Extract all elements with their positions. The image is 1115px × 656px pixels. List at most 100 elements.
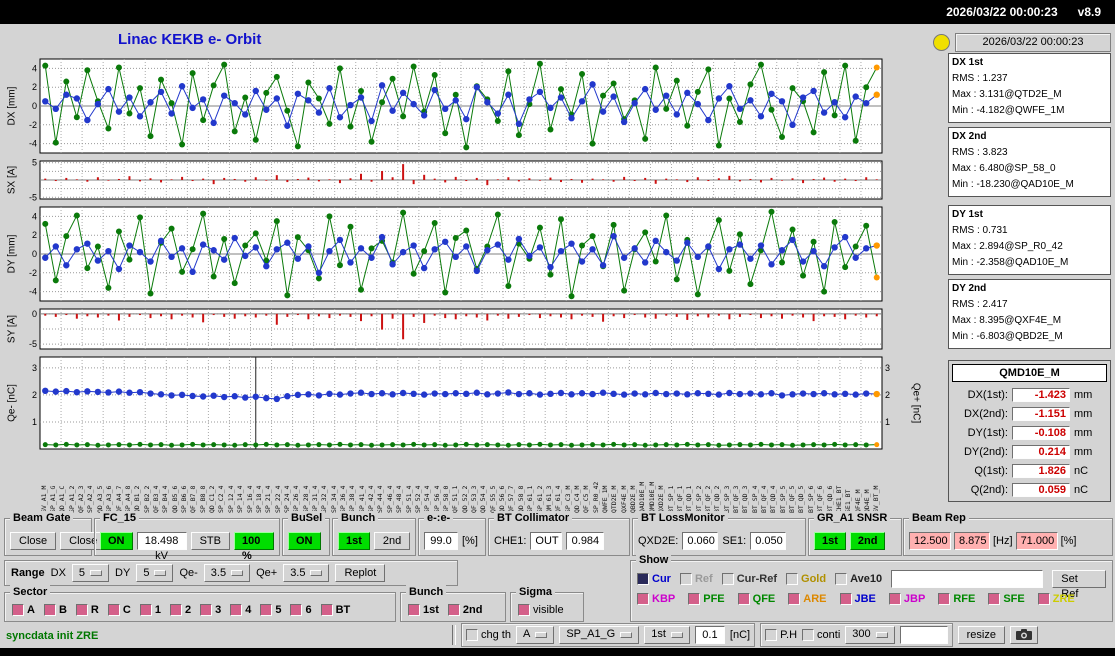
checkbox-square[interactable] bbox=[835, 573, 847, 585]
checkbox-label: C bbox=[123, 604, 131, 616]
set-ref-button[interactable]: Set Ref bbox=[1052, 570, 1106, 588]
x-axis-label: BT_QF_3 bbox=[733, 455, 740, 513]
replot-button[interactable]: Replot bbox=[335, 564, 385, 582]
checkbox-square[interactable] bbox=[765, 629, 777, 641]
resize-button[interactable]: resize bbox=[958, 626, 1005, 644]
checkbox-cur[interactable]: Cur bbox=[637, 573, 671, 585]
checkbox-square[interactable] bbox=[802, 629, 814, 641]
monitor-unit: mm bbox=[1074, 446, 1096, 458]
range-qem-select[interactable]: 3.5 bbox=[204, 564, 250, 582]
checkbox-sfe[interactable]: SFE bbox=[988, 593, 1024, 605]
monitor-value: 0.214 bbox=[1012, 445, 1070, 459]
dx-1st-stats: DX 1st RMS : 1.237 Max : 3.131@QTD2E_M M… bbox=[948, 53, 1111, 123]
ee-ratio-unit: [%] bbox=[462, 535, 478, 547]
checkbox-2[interactable]: 2 bbox=[170, 604, 191, 616]
checkbox-square[interactable] bbox=[637, 573, 649, 585]
checkbox-5[interactable]: 5 bbox=[260, 604, 281, 616]
checkbox-square[interactable] bbox=[108, 604, 120, 616]
checkbox-square[interactable] bbox=[518, 604, 530, 616]
x-axis-label: QM_61_3 bbox=[546, 455, 553, 513]
checkbox-rfe[interactable]: RFE bbox=[938, 593, 975, 605]
checkbox-cur-ref[interactable]: Cur-Ref bbox=[722, 573, 777, 585]
checkbox-square[interactable] bbox=[938, 593, 950, 605]
checkbox-pfe[interactable]: PFE bbox=[688, 593, 724, 605]
conti-checkbox[interactable]: conti bbox=[802, 629, 840, 641]
busel-on-indicator[interactable]: ON bbox=[288, 532, 321, 550]
checkbox-square[interactable] bbox=[680, 573, 692, 585]
range-dx-select[interactable]: 5 bbox=[72, 564, 109, 582]
checkbox-4[interactable]: 4 bbox=[230, 604, 251, 616]
checkbox-bt[interactable]: BT bbox=[321, 604, 351, 616]
checkbox-square[interactable] bbox=[637, 593, 649, 605]
monitor-row: DY(1st): -0.108 mm bbox=[952, 423, 1107, 442]
x-axis-label: BT_SP_3 bbox=[724, 455, 731, 513]
checkbox-square[interactable] bbox=[688, 593, 700, 605]
bunch-1st-button[interactable]: 1st bbox=[338, 532, 370, 550]
checkbox-square[interactable] bbox=[1038, 593, 1050, 605]
checkbox-square[interactable] bbox=[140, 604, 152, 616]
group-title: Bunch bbox=[406, 585, 446, 599]
checkbox-square[interactable] bbox=[321, 604, 333, 616]
sector-a-select[interactable]: A bbox=[516, 626, 554, 644]
range-label: Range bbox=[11, 567, 45, 579]
snsr-1st-indicator[interactable]: 1st bbox=[814, 532, 846, 550]
checkbox-b[interactable]: B bbox=[44, 604, 67, 616]
qe-plus-axis-title: Qe+ [nC] bbox=[911, 383, 922, 423]
checkbox-visible[interactable]: visible bbox=[518, 604, 564, 616]
checkbox-r[interactable]: R bbox=[76, 604, 99, 616]
checkbox-kbp[interactable]: KBP bbox=[637, 593, 675, 605]
checkbox-square[interactable] bbox=[889, 593, 901, 605]
data-timestamp: 2026/03/22 00:00:23 bbox=[955, 33, 1111, 52]
checkbox-jbe[interactable]: JBE bbox=[840, 593, 876, 605]
checkbox-1st[interactable]: 1st bbox=[408, 604, 439, 616]
checkbox-square[interactable] bbox=[786, 573, 798, 585]
bunch-2nd-button[interactable]: 2nd bbox=[374, 532, 410, 550]
checkbox-square[interactable] bbox=[722, 573, 734, 585]
checkbox-square[interactable] bbox=[260, 604, 272, 616]
checkbox-c[interactable]: C bbox=[108, 604, 131, 616]
chg-th-checkbox[interactable]: chg th bbox=[466, 629, 511, 641]
checkbox-1[interactable]: 1 bbox=[140, 604, 161, 616]
fc15-stb-button[interactable]: STB bbox=[191, 532, 230, 550]
fc15-on-indicator[interactable]: ON bbox=[100, 532, 133, 550]
extra-value-input[interactable] bbox=[900, 626, 948, 644]
snsr-2nd-indicator[interactable]: 2nd bbox=[850, 532, 886, 550]
checkbox-square[interactable] bbox=[788, 593, 800, 605]
checkbox-are[interactable]: ARE bbox=[788, 593, 826, 605]
checkbox-square[interactable] bbox=[44, 604, 56, 616]
checkbox-ave10[interactable]: Ave10 bbox=[835, 573, 882, 585]
checkbox-gold[interactable]: Gold bbox=[786, 573, 826, 585]
checkbox-square[interactable] bbox=[290, 604, 302, 616]
range-dy-select[interactable]: 5 bbox=[136, 564, 173, 582]
element-select[interactable]: SP_A1_G bbox=[559, 626, 639, 644]
range-qep-select[interactable]: 3.5 bbox=[283, 564, 329, 582]
x-axis-label: SP_36_4 bbox=[340, 455, 347, 513]
checkbox-square[interactable] bbox=[170, 604, 182, 616]
x-axis-label: QTD2E_M bbox=[611, 455, 618, 513]
checkbox-square[interactable] bbox=[738, 593, 750, 605]
checkbox-square[interactable] bbox=[76, 604, 88, 616]
bunch-order-select[interactable]: 1st bbox=[644, 626, 690, 644]
checkbox-a[interactable]: A bbox=[12, 604, 35, 616]
checkbox-jbp[interactable]: JBP bbox=[889, 593, 925, 605]
checkbox-square[interactable] bbox=[408, 604, 420, 616]
checkbox-2nd[interactable]: 2nd bbox=[448, 604, 483, 616]
checkbox-square[interactable] bbox=[200, 604, 212, 616]
checkbox-6[interactable]: 6 bbox=[290, 604, 311, 616]
checkbox-square[interactable] bbox=[840, 593, 852, 605]
ph-checkbox[interactable]: P.H bbox=[765, 629, 797, 641]
checkbox-qfe[interactable]: QFE bbox=[738, 593, 776, 605]
checkbox-ref[interactable]: Ref bbox=[680, 573, 713, 585]
ref-name-input[interactable] bbox=[891, 570, 1043, 588]
checkbox-square[interactable] bbox=[230, 604, 242, 616]
checkbox-square[interactable] bbox=[448, 604, 460, 616]
checkbox-square[interactable] bbox=[988, 593, 1000, 605]
beam-gate-close-button-1[interactable]: Close bbox=[10, 532, 56, 550]
checkbox-3[interactable]: 3 bbox=[200, 604, 221, 616]
status-message: syncdata init ZRE bbox=[6, 630, 98, 642]
checkbox-square[interactable] bbox=[12, 604, 24, 616]
snapshot-button[interactable] bbox=[1010, 626, 1038, 644]
checkbox-square[interactable] bbox=[466, 629, 478, 641]
checkbox-zre[interactable]: ZRE bbox=[1038, 593, 1075, 605]
interval-select[interactable]: 300 bbox=[845, 626, 894, 644]
